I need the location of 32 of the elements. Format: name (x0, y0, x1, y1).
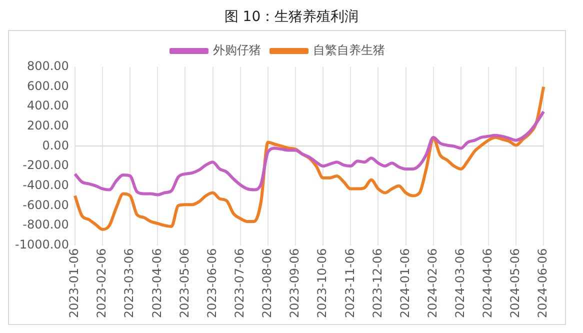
y-tick-label: -200.00 (22, 158, 69, 172)
y-tick-label: 0.00 (42, 138, 69, 152)
x-tick-label: 2023-07-06 (232, 248, 246, 318)
x-tick-label: 2024-03-06 (453, 248, 468, 318)
x-tick-label: 2023-02-06 (94, 248, 109, 318)
chart-title: 图 10：生猪养殖利润 (223, 8, 360, 27)
x-tick-label: 2023-06-06 (204, 248, 219, 318)
x-tick-label: 2023-01-06 (67, 248, 82, 318)
x-tick-label: 2024-01-06 (398, 248, 412, 318)
x-tick-label: 2023-03-06 (122, 248, 136, 318)
x-tick-label: 2023-04-06 (150, 248, 164, 318)
x-tick-label: 2023-12-06 (370, 248, 384, 318)
y-tick-label: 200.00 (26, 118, 69, 133)
y-tick-label: -600.00 (22, 198, 69, 212)
y-tick-label: 800.00 (26, 59, 69, 74)
legend-label: 自繁自养生猪 (313, 43, 385, 58)
y-tick-label: 600.00 (26, 78, 69, 93)
x-tick-label: 2023-10-06 (315, 248, 330, 318)
x-tick-label: 2024-02-06 (425, 248, 440, 318)
x-tick-label: 2024-04-06 (480, 248, 495, 318)
y-tick-label: -1000.00 (15, 237, 69, 252)
y-tick-label: -800.00 (22, 218, 69, 232)
x-tick-label: 2024-06-06 (536, 248, 550, 318)
x-tick-label: 2023-08-06 (260, 248, 274, 318)
y-tick-label: -400.00 (22, 178, 69, 192)
x-tick-label: 2023-11-06 (342, 248, 357, 318)
y-tick-label: 400.00 (26, 98, 69, 113)
legend-label: 外购仔猪 (213, 43, 261, 58)
x-tick-label: 2024-05-06 (508, 248, 522, 318)
line-series (73, 110, 546, 196)
x-tick-label: 2023-05-06 (177, 248, 192, 318)
x-tick-label: 2023-09-06 (288, 248, 302, 318)
